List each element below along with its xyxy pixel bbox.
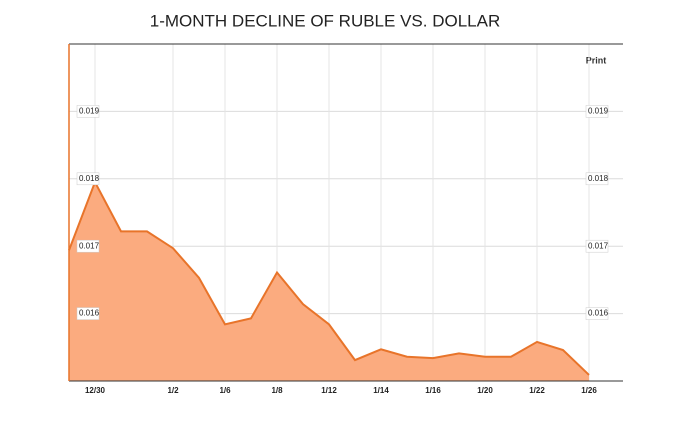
y-tick-label: 0.018 [79,174,100,183]
area-line [68,179,590,376]
x-tick-label: 1/22 [529,386,545,395]
y-tick-label: 0.017 [588,241,609,250]
chart-title: 1-MONTH DECLINE OF RUBLE VS. DOLLAR [150,11,500,30]
x-tick-label: 1/16 [425,386,441,395]
y-tick-box [76,307,100,320]
y-tick-box [76,172,100,186]
x-tick-label: 1/8 [271,386,283,395]
y-tick-label: 0.017 [79,241,100,250]
x-tick-label: 12/30 [85,386,106,395]
y-tick-label: 0.018 [588,174,609,183]
y-tick-label: 0.016 [588,309,609,318]
x-tick-label: 1/6 [219,386,231,395]
x-tick-label: 1/20 [477,386,493,395]
x-tick-label: 1/26 [581,386,597,395]
y-tick-label: 0.019 [588,107,609,116]
y-tick-box [585,172,609,186]
y-tick-label: 0.016 [79,309,100,318]
y-tick-box [76,239,100,253]
x-tick-label: 1/12 [321,386,337,395]
y-tick-box [585,307,609,320]
x-tick-label: 1/14 [373,386,389,395]
y-tick-box [585,105,609,118]
x-tick-label: 1/2 [167,386,179,395]
y-tick-box [585,239,609,253]
y-tick-box [76,105,100,118]
y-tick-label: 0.019 [79,107,100,116]
print-button[interactable]: Print [586,55,607,65]
area-fill [69,182,589,381]
